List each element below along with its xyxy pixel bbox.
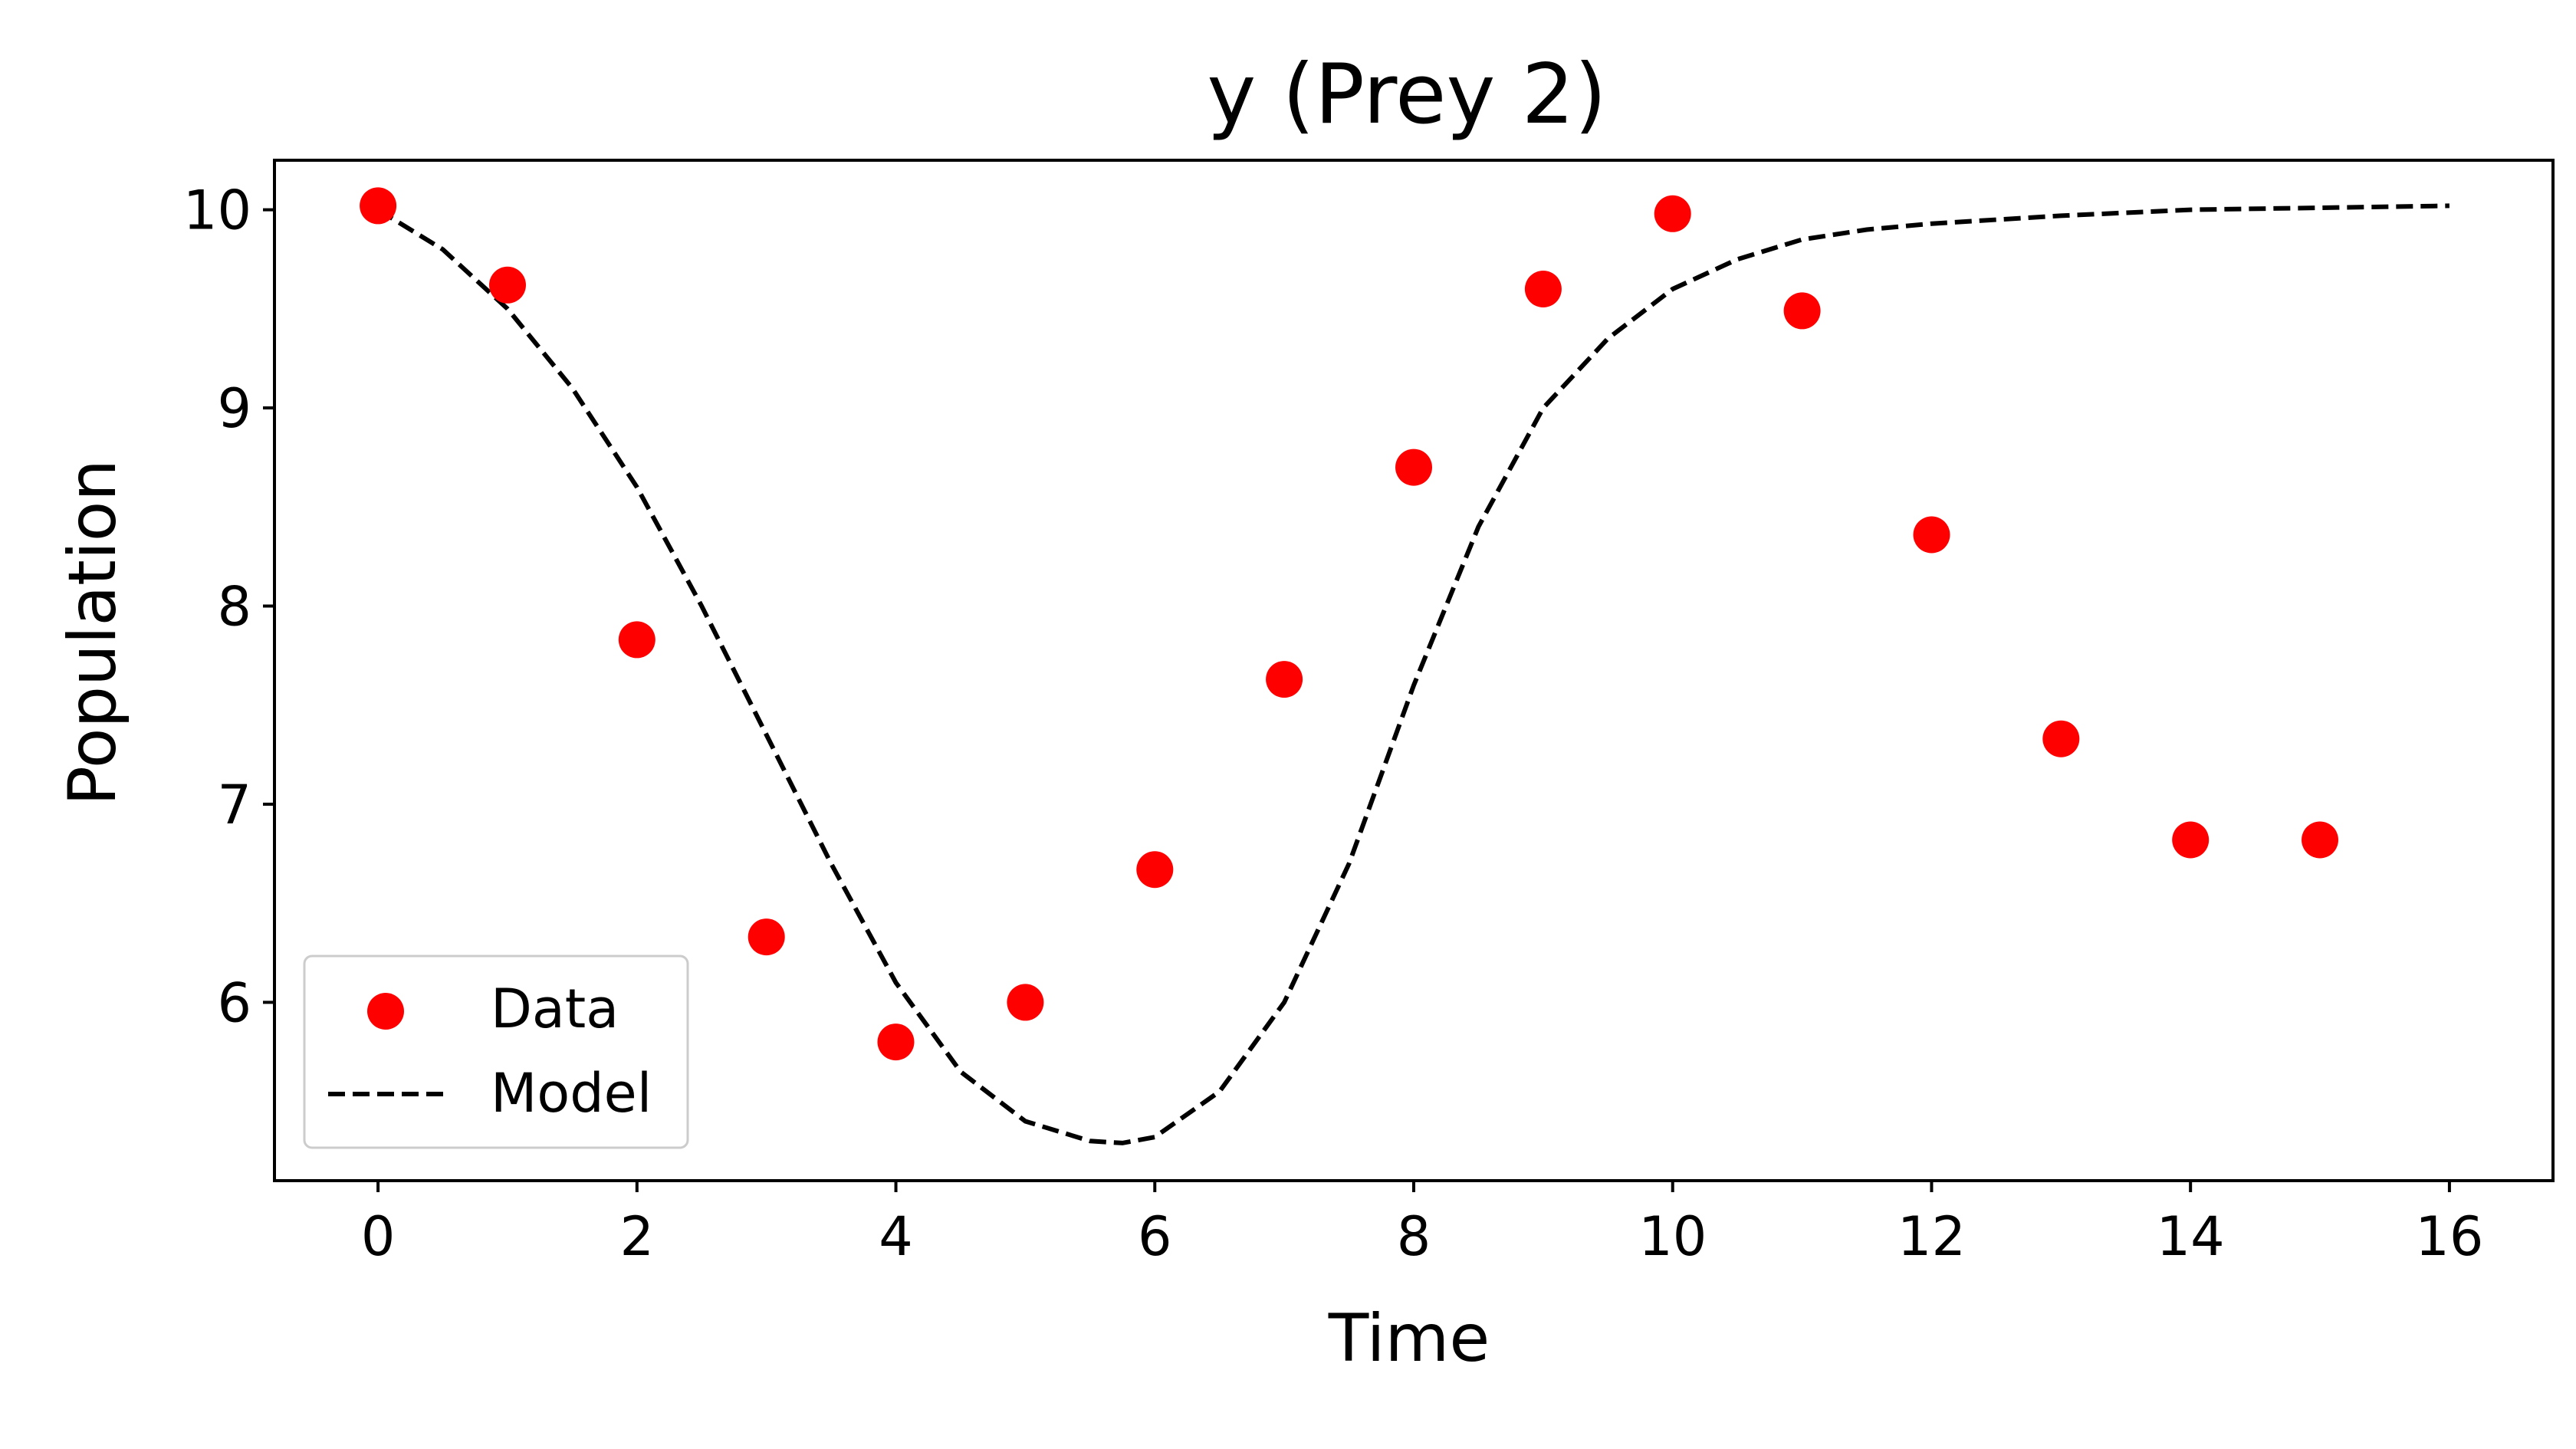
legend-data-label: Data <box>491 978 619 1040</box>
x-tick-label: 2 <box>620 1205 655 1268</box>
data-point <box>1136 851 1174 889</box>
y-tick-label: 6 <box>217 971 251 1034</box>
data-point <box>2172 821 2210 859</box>
plot-area <box>273 159 2555 1182</box>
y-tick-label: 8 <box>217 576 251 639</box>
data-point <box>1524 271 1562 307</box>
x-tick-label: 10 <box>1638 1205 1707 1268</box>
legend-data-marker <box>367 993 404 1030</box>
x-tick-label: 14 <box>2157 1205 2225 1268</box>
y-tick-label: 10 <box>183 179 251 242</box>
data-point <box>1913 516 1950 554</box>
y-axis: 6 7 8 9 10 <box>183 179 274 1034</box>
data-point <box>1266 661 1303 698</box>
x-tick-label: 0 <box>361 1205 396 1268</box>
data-point <box>489 266 526 304</box>
y-tick-label: 7 <box>217 774 251 836</box>
data-point <box>1007 984 1044 1021</box>
x-tick-label: 12 <box>1898 1205 1966 1268</box>
legend-model-label: Model <box>491 1062 652 1125</box>
data-point <box>360 187 397 225</box>
legend: Data Model <box>303 955 689 1149</box>
model-line <box>376 203 2450 1145</box>
y-tick-label: 9 <box>217 377 251 440</box>
y-axis-label: Population <box>54 459 131 806</box>
data-point <box>1783 292 1821 330</box>
x-tick-label: 16 <box>2415 1205 2483 1268</box>
data-point <box>1395 449 1432 486</box>
x-axis-label: Time <box>1328 1300 1490 1377</box>
data-point <box>2302 821 2338 859</box>
x-tick-label: 8 <box>1397 1205 1431 1268</box>
data-point <box>2042 720 2080 757</box>
data-point <box>748 918 785 956</box>
x-axis: 0 2 4 6 8 10 12 14 16 <box>361 1181 2483 1268</box>
data-point <box>618 621 656 659</box>
x-tick-label: 4 <box>879 1205 913 1268</box>
data-point <box>877 1024 915 1061</box>
x-tick-label: 6 <box>1138 1205 1172 1268</box>
chart-title: y (Prey 2) <box>1207 47 1606 143</box>
data-point <box>1654 195 1691 232</box>
